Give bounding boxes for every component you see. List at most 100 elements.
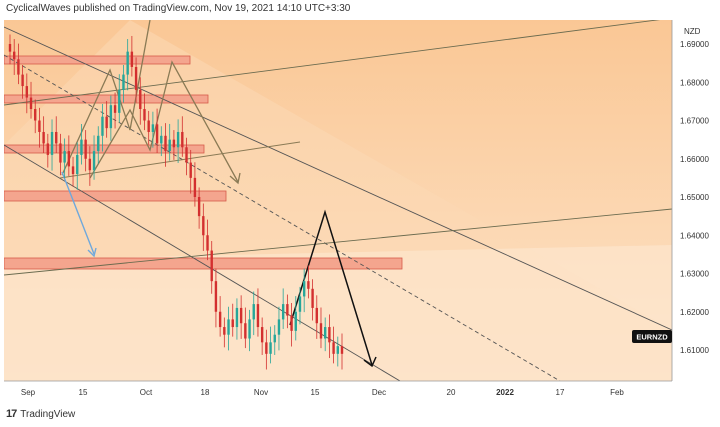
trendline-rising-top: [4, 20, 661, 106]
time-tick-label: 15: [79, 388, 88, 397]
candle-body: [235, 307, 239, 328]
candle-body: [84, 139, 87, 159]
candle-body: [252, 304, 255, 320]
candle-body: [231, 319, 234, 328]
price-ticks: 1.69000 1.68000 1.67000 1.66000 1.65000 1.640…: [680, 40, 709, 355]
candle-body: [281, 304, 285, 320]
candle-body: [13, 51, 16, 60]
candle-body: [269, 342, 272, 354]
candle-body: [340, 346, 344, 354]
symbol-tag-label: EURNZD: [636, 333, 668, 342]
candle-body: [328, 327, 331, 343]
candle-body: [172, 139, 176, 148]
candle-body: [76, 154, 79, 175]
time-tick-label: Feb: [610, 388, 624, 397]
candle-body: [185, 147, 188, 163]
candle-body: [323, 327, 327, 339]
candle-body: [336, 346, 339, 354]
candle-body: [286, 304, 289, 316]
candle-body: [29, 97, 33, 110]
time-tick-label: Oct: [140, 388, 153, 397]
candle-body: [97, 135, 100, 152]
brand-name: TradingView: [20, 408, 76, 420]
candle-body: [92, 151, 96, 171]
channel-lower-shade: [4, 245, 672, 381]
price-tick-label: 1.67000: [680, 117, 709, 126]
time-tick-label: Sep: [21, 388, 36, 397]
candle-body: [88, 158, 92, 171]
candle-body: [290, 315, 293, 331]
candle-body: [42, 131, 45, 144]
candle-body: [25, 86, 29, 98]
trendline-mid-dashed: [4, 54, 561, 381]
candle-body: [311, 288, 314, 308]
candle-body: [315, 307, 318, 324]
projection-arrowhead: [363, 356, 377, 368]
blue-arrowhead: [87, 247, 97, 258]
candle-body: [101, 116, 104, 136]
price-tick-label: 1.62000: [680, 308, 709, 317]
candle-body: [134, 66, 138, 90]
candle-body: [223, 327, 226, 335]
pattern-arrowhead: [229, 172, 241, 185]
footer-brand[interactable]: 17 TradingView: [6, 408, 75, 420]
candle-body: [227, 319, 230, 335]
blue-arrow: [61, 171, 95, 255]
price-tick-label: 1.64000: [680, 231, 709, 240]
candle-body: [71, 166, 75, 175]
candles-group: [8, 34, 344, 370]
candle-body: [63, 151, 66, 163]
time-ticks: Sep 15 Oct 18 Nov 15 Dec 20 2022 17 Feb: [21, 388, 625, 397]
time-tick-label: Dec: [372, 388, 386, 397]
candle-body: [8, 44, 12, 52]
candle-body: [307, 281, 310, 289]
candle-body: [248, 319, 251, 339]
tradingview-logo-icon: 17: [6, 408, 17, 420]
candle-body: [126, 51, 129, 75]
candle-body: [50, 131, 54, 155]
candle-body: [109, 105, 113, 129]
candle-body: [277, 319, 281, 335]
candle-body: [168, 139, 171, 152]
candle-body: [197, 197, 201, 217]
candle-body: [244, 323, 247, 339]
time-tick-label: 20: [447, 388, 456, 397]
candle-body: [298, 296, 302, 312]
candle-body: [113, 105, 117, 113]
candle-body: [193, 177, 197, 197]
candle-body: [181, 131, 184, 148]
candle-body: [210, 250, 213, 282]
candle-body: [38, 120, 41, 132]
candle-body: [302, 281, 306, 297]
candle-body: [319, 323, 323, 339]
candle-body: [202, 216, 205, 236]
candle-body: [256, 304, 260, 328]
candle-body: [139, 89, 142, 110]
candle-body: [206, 235, 209, 251]
publish-header: CyclicalWaves published on TradingView.c…: [6, 3, 351, 14]
time-tick-label: Nov: [254, 388, 268, 397]
candle-body: [260, 327, 264, 343]
candle-body: [17, 59, 20, 75]
trendline-short: [59, 141, 301, 179]
price-tick-label: 1.61000: [680, 346, 709, 355]
candle-body: [273, 334, 276, 343]
candle-body: [130, 51, 134, 67]
time-tick-label: 2022: [496, 388, 514, 397]
trendline-lower: [4, 144, 401, 381]
currency-label: NZD: [684, 27, 701, 36]
trendline-upper: [4, 26, 672, 331]
candle-body: [147, 120, 150, 132]
candle-body: [332, 342, 335, 354]
candle-body: [105, 116, 108, 129]
candle-body: [67, 151, 71, 167]
candle-body: [189, 162, 192, 178]
candle-body: [155, 124, 159, 144]
price-tick-label: 1.68000: [680, 78, 709, 87]
price-tick-label: 1.65000: [680, 193, 709, 202]
price-axis: [672, 20, 720, 381]
candle-body: [55, 131, 58, 144]
projection-drawing: [289, 209, 373, 366]
candle-body: [164, 135, 167, 152]
